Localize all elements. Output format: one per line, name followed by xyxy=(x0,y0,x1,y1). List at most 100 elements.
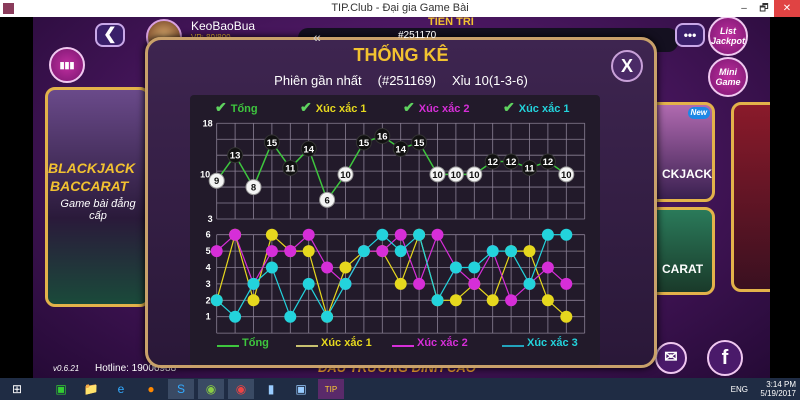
total-point-label: 11 xyxy=(524,163,535,174)
close-modal-button[interactable]: X xyxy=(611,50,643,82)
coccoc-icon[interactable]: ◉ xyxy=(198,379,224,399)
dice2-point xyxy=(321,261,334,274)
maximize-button[interactable]: 🗗 xyxy=(759,3,769,14)
total-point-label: 8 xyxy=(251,183,256,194)
clock[interactable]: 3:14 PM 5/19/2017 xyxy=(760,380,796,398)
skype-icon[interactable]: S xyxy=(168,379,194,399)
y-tick-label: 3 xyxy=(208,214,213,224)
game-card-partial[interactable] xyxy=(731,102,770,292)
app-icon[interactable]: ▮ xyxy=(267,382,275,396)
total-point-label: 14 xyxy=(303,144,314,155)
total-point xyxy=(227,147,244,164)
mini-game-button[interactable]: Mini Game xyxy=(708,57,748,97)
total-point-label: 15 xyxy=(267,138,278,149)
dice3-point xyxy=(265,261,278,274)
total-point-label: 10 xyxy=(340,170,351,181)
bottom-legend-dice2: Xúc xắc 2 xyxy=(392,337,468,349)
tray-lang[interactable]: ENG xyxy=(730,385,748,394)
total-point-label: 10 xyxy=(561,170,572,181)
dice2-point xyxy=(468,277,481,290)
total-point-label: 12 xyxy=(506,157,517,168)
dice2-point xyxy=(265,245,278,258)
dice3-point xyxy=(284,310,297,323)
dice2-point xyxy=(284,245,297,258)
facebook-icon[interactable]: f xyxy=(707,340,743,376)
y-tick-label: 5 xyxy=(206,246,211,256)
battery-icon[interactable]: ▮▮▮ xyxy=(49,47,85,83)
dice3-point xyxy=(486,245,499,258)
back-button[interactable]: ❮ xyxy=(95,23,125,47)
hotline: Hotline: 19006988 xyxy=(95,363,177,374)
list-jackpot-button[interactable]: List Jackpot xyxy=(708,17,748,56)
total-point xyxy=(355,134,372,151)
chrome-icon[interactable]: ◉ xyxy=(228,379,254,399)
new-badge: New xyxy=(687,107,710,119)
photos-icon[interactable]: ▣ xyxy=(295,382,307,396)
total-point-label: 16 xyxy=(377,132,388,143)
total-point xyxy=(245,179,262,196)
dice3-point xyxy=(523,277,536,290)
card-title: CARAT xyxy=(662,262,704,276)
dice3-point xyxy=(560,228,573,241)
file-explorer-icon[interactable]: 📁 xyxy=(83,382,99,396)
top-legend-dice2[interactable]: ✔ Xúc xắc 2 xyxy=(403,99,470,116)
time: 3:14 PM xyxy=(766,380,796,389)
y-tick-label: 2 xyxy=(206,295,211,305)
tipclub-icon[interactable]: TIP xyxy=(318,379,344,399)
top-legend-dice3[interactable]: ✔ Xúc xắc 1 xyxy=(503,99,570,116)
latest-session-info: Phiên gần nhất (#251169) Xỉu 10(1-3-6) xyxy=(148,73,654,88)
latest-session: (#251169) xyxy=(377,73,436,88)
dice2-point xyxy=(210,245,223,258)
firefox-icon[interactable]: ● xyxy=(147,382,155,396)
more-button[interactable]: ••• xyxy=(675,23,705,47)
date: 5/19/2017 xyxy=(760,389,796,398)
dice2-point xyxy=(302,228,315,241)
total-point xyxy=(300,140,317,157)
total-point xyxy=(392,140,409,157)
legend-label: Tổng xyxy=(230,103,258,115)
minimize-button[interactable]: – xyxy=(741,3,747,14)
dice1-point xyxy=(486,294,499,307)
check-icon: ✔ xyxy=(403,99,415,115)
dice2-point xyxy=(229,228,242,241)
collapse-icon[interactable]: « xyxy=(313,29,321,45)
top-legend-total[interactable]: ✔ Tổng xyxy=(215,99,258,116)
banner-text: TIÊN TRI xyxy=(428,17,474,28)
total-point xyxy=(447,166,464,183)
dice2-point xyxy=(560,277,573,290)
dice1-point xyxy=(265,228,278,241)
dice1-point xyxy=(560,310,573,323)
dice1-point xyxy=(394,277,407,290)
dice3-point xyxy=(376,228,389,241)
top-legend-dice1[interactable]: ✔ Xúc xắc 1 xyxy=(300,99,367,116)
legend-label: Xúc xắc 2 xyxy=(417,337,468,349)
dice1-point xyxy=(449,294,462,307)
window-titlebar: TIP.Club - Đại gia Game Bài – 🗗 ✕ xyxy=(0,0,800,17)
latest-label: Phiên gần nhất xyxy=(274,73,362,88)
total-point xyxy=(319,191,336,208)
start-button[interactable]: ⊞ xyxy=(11,382,23,396)
total-point-label: 14 xyxy=(395,144,406,155)
total-point xyxy=(484,153,501,170)
mail-icon[interactable]: ✉ xyxy=(655,342,687,374)
dice1-point xyxy=(523,245,536,258)
legend-label: Xúc xắc 1 xyxy=(321,337,372,349)
y-tick-label: 6 xyxy=(206,230,211,240)
card-title: CKJACK xyxy=(662,167,713,181)
dice3-point xyxy=(210,294,223,307)
total-point-label: 15 xyxy=(414,138,425,149)
store-icon[interactable]: ▣ xyxy=(55,382,67,396)
dice3-point xyxy=(413,228,426,241)
dice1-point xyxy=(541,294,554,307)
dice3-point xyxy=(431,294,444,307)
y-tick-label: 10. xyxy=(200,169,213,179)
game-card-blackjack-baccarat[interactable]: BLACKJACK BACCARAT Game bài đẳng cấp xyxy=(45,87,150,307)
ie-icon[interactable]: e xyxy=(117,382,125,396)
total-point-label: 10 xyxy=(451,170,462,181)
chart-panel xyxy=(190,95,600,365)
dice1-point xyxy=(302,245,315,258)
close-window-button[interactable]: ✕ xyxy=(774,0,800,17)
legend-label: Tổng xyxy=(242,337,269,349)
total-point xyxy=(466,166,483,183)
